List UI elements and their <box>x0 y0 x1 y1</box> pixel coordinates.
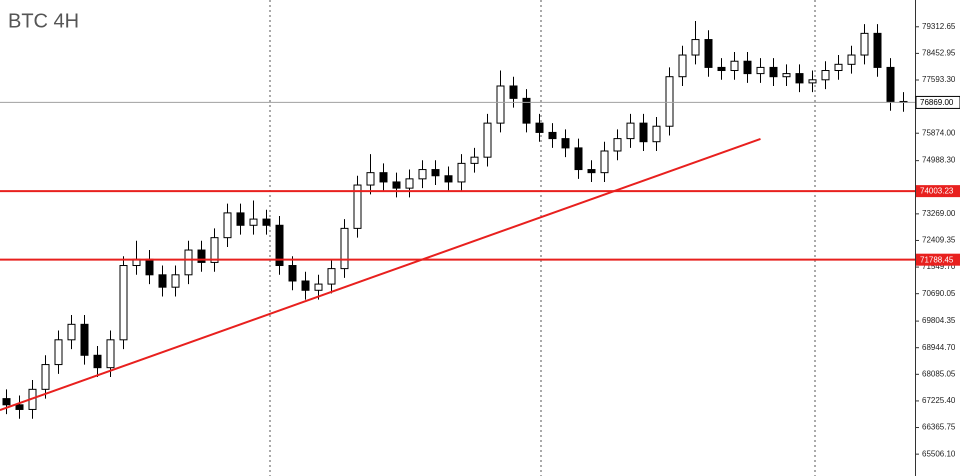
candle-body <box>665 76 674 127</box>
candle-body <box>743 60 752 75</box>
level-box <box>916 253 960 266</box>
candle-body <box>431 169 440 177</box>
candle-body <box>366 172 375 186</box>
level-box <box>916 185 960 198</box>
y-tick-label: 79312.65 <box>922 22 956 31</box>
candle-body <box>704 39 713 68</box>
candle-body <box>197 249 206 263</box>
candle-body <box>119 265 128 341</box>
candle-body <box>509 85 518 99</box>
candle-body <box>678 54 687 78</box>
y-tick-label: 78452.95 <box>922 49 956 58</box>
level-label: 71788.45 <box>920 255 954 264</box>
candle-body <box>873 32 882 68</box>
candle-body <box>821 70 830 81</box>
candle-body <box>574 147 583 171</box>
candle-body <box>184 249 193 276</box>
trendline <box>0 137 761 412</box>
candle-body <box>210 237 219 263</box>
candle-body <box>626 122 635 140</box>
y-tick-label: 66365.75 <box>922 423 956 432</box>
candle-body <box>15 404 24 410</box>
candle-body <box>301 280 310 291</box>
chart-title: BTC 4H <box>8 10 79 32</box>
candle-body <box>470 156 479 164</box>
y-tick-label: 68085.05 <box>922 369 956 378</box>
candle-body <box>496 85 505 124</box>
candle-body <box>691 39 700 56</box>
candle-body <box>769 66 778 78</box>
candle-body <box>730 60 739 72</box>
candle-body <box>67 323 76 341</box>
y-tick-label: 74988.30 <box>922 156 956 165</box>
y-tick-label: 67225.40 <box>922 396 956 405</box>
candle-body <box>483 122 492 158</box>
y-tick-label: 72409.35 <box>922 236 956 245</box>
y-tick-label: 70690.05 <box>922 289 956 298</box>
candle-body <box>587 169 596 174</box>
candle-body <box>236 212 245 226</box>
candle-body <box>457 162 466 183</box>
candle-body <box>860 32 869 56</box>
candle-body <box>444 175 453 183</box>
candle-body <box>106 339 115 369</box>
candle-body <box>548 131 557 140</box>
candle-body <box>223 212 232 239</box>
candle-body <box>808 79 817 84</box>
candle-body <box>275 224 284 267</box>
current-price-box <box>915 95 960 109</box>
y-tick-label: 69804.35 <box>922 316 956 325</box>
candle-body <box>886 66 895 102</box>
candle-body <box>340 227 349 270</box>
candle-body <box>418 169 427 180</box>
candle-body <box>327 268 336 285</box>
candle-body <box>54 339 63 366</box>
y-tick-label: 68944.70 <box>922 343 956 352</box>
candle-body <box>834 63 843 72</box>
candle-body <box>756 66 765 75</box>
candle-body <box>600 150 609 174</box>
candle-body <box>93 354 102 369</box>
y-tick-label: 77593.30 <box>922 75 956 84</box>
y-tick-label: 75874.00 <box>922 128 956 137</box>
current-price-label: 76869.00 <box>920 98 954 107</box>
y-tick-label: 73269.00 <box>922 209 956 218</box>
candle-body <box>795 73 804 84</box>
candle-body <box>522 97 531 124</box>
candle-body <box>847 54 856 65</box>
candle-body <box>2 398 11 406</box>
candle-body <box>314 283 323 291</box>
y-tick-label: 71549.70 <box>922 262 956 271</box>
candle-body <box>249 218 258 226</box>
candle-body <box>171 274 180 288</box>
candle-body <box>392 181 401 189</box>
candle-body <box>379 172 388 183</box>
candle-body <box>41 364 50 390</box>
candle-body <box>639 122 648 143</box>
candle-body <box>262 218 271 226</box>
level-label: 74003.23 <box>920 187 954 196</box>
candle-body <box>717 66 726 72</box>
candle-body <box>353 184 362 229</box>
candle-body <box>158 274 167 288</box>
candle-body <box>561 138 570 149</box>
candle-body <box>782 73 791 78</box>
candle-body <box>613 138 622 152</box>
candle-body <box>535 122 544 133</box>
candle-body <box>405 178 414 189</box>
candle-body <box>288 265 297 282</box>
candle-body <box>145 258 154 276</box>
candle-body <box>80 323 89 356</box>
candle-body <box>652 125 661 143</box>
y-tick-label: 65506.10 <box>922 449 956 458</box>
